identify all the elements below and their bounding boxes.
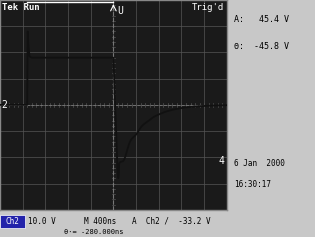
Text: 2: 2 [2,100,8,110]
Text: Trig'd: Trig'd [192,3,225,12]
Text: 4: 4 [218,156,224,166]
FancyBboxPatch shape [0,215,25,228]
Text: M 400ns: M 400ns [84,217,116,226]
Text: 10.0 V: 10.0 V [28,217,56,226]
Text: Θ:  -45.8 V: Θ: -45.8 V [234,42,289,51]
Text: A:   45.4 V: A: 45.4 V [234,15,289,24]
Text: 6 Jan  2000: 6 Jan 2000 [234,159,285,168]
Text: A  Ch2 /  -33.2 V: A Ch2 / -33.2 V [132,217,210,226]
Text: Ch2: Ch2 [6,217,20,226]
Text: 16:30:17: 16:30:17 [234,180,271,189]
Text: θ·= -280.000ns: θ·= -280.000ns [64,229,123,235]
Text: U: U [117,6,123,16]
Text: Tek Run: Tek Run [2,3,40,12]
